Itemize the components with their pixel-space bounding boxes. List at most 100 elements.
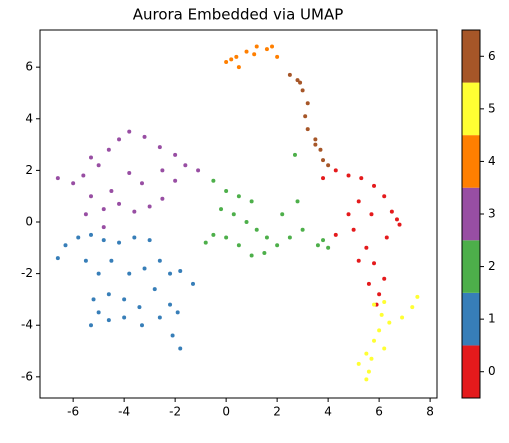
point	[106, 318, 111, 323]
x-tick-label: -4	[118, 405, 130, 419]
point	[305, 127, 310, 132]
point	[76, 235, 81, 240]
point	[264, 47, 269, 52]
point	[346, 212, 351, 217]
point	[254, 44, 259, 49]
colorbar-segment	[462, 82, 480, 136]
point	[280, 212, 285, 217]
point	[160, 196, 165, 201]
point	[224, 235, 229, 240]
point	[147, 238, 152, 243]
point	[211, 232, 216, 237]
point	[364, 245, 369, 250]
point	[394, 217, 399, 222]
point	[303, 114, 308, 119]
point	[397, 222, 402, 227]
point	[55, 176, 60, 181]
point	[364, 351, 369, 356]
point	[270, 44, 275, 49]
point	[229, 57, 234, 62]
point	[244, 220, 249, 224]
point	[101, 238, 106, 243]
x-tick-label: 8	[426, 405, 434, 419]
point	[333, 168, 338, 173]
point	[117, 240, 122, 245]
point	[106, 292, 111, 297]
x-tick-label: 6	[375, 405, 383, 419]
point	[109, 258, 114, 263]
point	[377, 328, 382, 333]
colorbar-segment	[462, 292, 480, 346]
x-tick-label: 0	[222, 405, 230, 419]
point	[71, 181, 76, 186]
point	[122, 315, 127, 320]
point	[96, 163, 101, 168]
point	[81, 173, 86, 178]
point	[190, 281, 195, 286]
point	[106, 147, 111, 152]
point	[231, 212, 236, 217]
point	[168, 302, 173, 307]
point	[170, 333, 175, 338]
point	[321, 238, 326, 243]
point	[139, 323, 144, 328]
point	[127, 170, 132, 175]
x-tick-label: 4	[324, 405, 332, 419]
point	[356, 258, 361, 263]
point	[318, 147, 323, 152]
colorbar-label: 3	[488, 207, 496, 221]
point	[236, 194, 241, 199]
point	[203, 240, 208, 245]
point	[382, 346, 387, 351]
point	[132, 209, 137, 214]
point	[142, 266, 147, 271]
colorbar-label: 1	[488, 312, 496, 326]
point	[300, 88, 305, 93]
point	[236, 65, 241, 70]
point	[83, 258, 88, 263]
point	[356, 361, 361, 366]
point	[224, 60, 229, 64]
point	[333, 232, 338, 237]
plot-frame	[39, 29, 438, 399]
point	[313, 142, 318, 147]
point	[389, 209, 394, 214]
colorbar-label: 2	[488, 259, 496, 273]
point	[292, 152, 297, 157]
point	[175, 310, 180, 315]
point	[219, 207, 224, 212]
point	[295, 78, 300, 83]
point	[173, 152, 178, 157]
point	[132, 235, 137, 240]
point	[321, 176, 326, 181]
point	[254, 227, 259, 232]
point	[88, 232, 93, 237]
point	[234, 54, 239, 59]
point	[249, 253, 254, 258]
point	[83, 212, 88, 217]
point	[372, 302, 377, 307]
point	[410, 305, 415, 310]
colorbar-segment	[462, 135, 480, 188]
point	[372, 338, 377, 343]
point	[382, 194, 387, 199]
point	[147, 204, 152, 209]
y-tick-label: -2	[21, 266, 33, 280]
point	[127, 271, 132, 276]
point	[101, 225, 106, 230]
point	[122, 297, 127, 302]
point	[55, 256, 60, 261]
point	[264, 235, 269, 240]
colorbar-label: 6	[488, 49, 496, 63]
point	[326, 245, 331, 250]
point	[88, 194, 93, 199]
point	[142, 134, 147, 139]
colorbar-segment	[462, 30, 480, 83]
point	[275, 243, 280, 248]
colorbar-segment	[462, 345, 480, 398]
point	[300, 227, 305, 232]
point	[168, 271, 173, 276]
point	[137, 305, 142, 310]
y-tick-label: 2	[25, 163, 33, 177]
